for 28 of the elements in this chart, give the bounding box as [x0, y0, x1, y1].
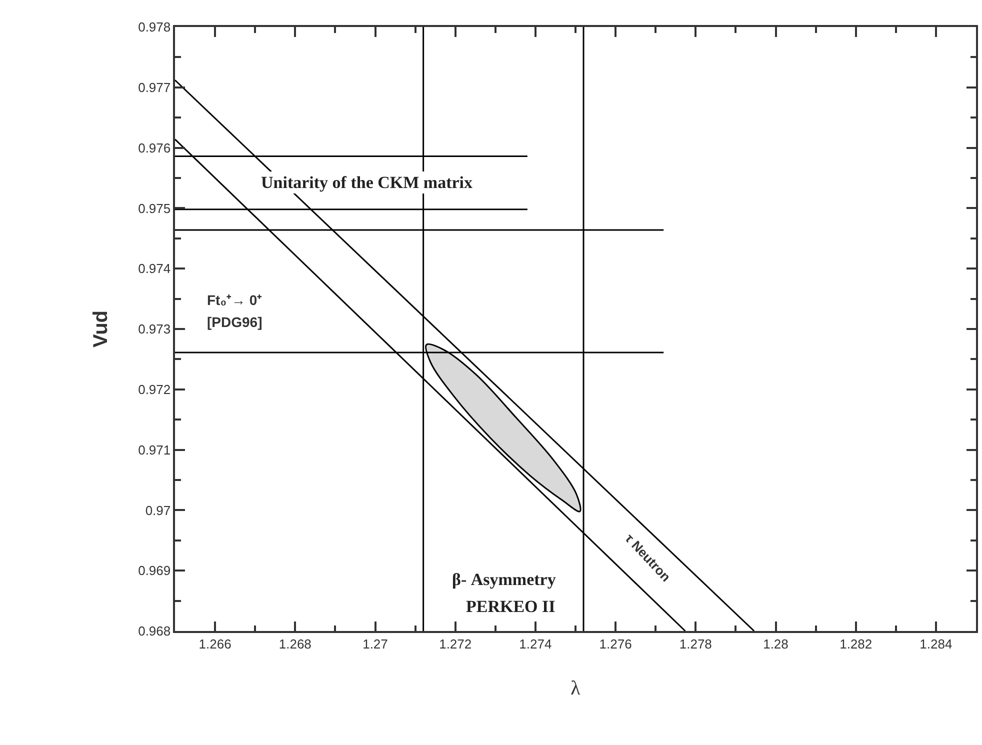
- y-tick-label: 0.969: [138, 563, 171, 578]
- y-axis-title: Vud: [90, 310, 112, 348]
- annotation: PERKEO II: [466, 597, 556, 616]
- y-tick-label: 0.977: [138, 80, 171, 95]
- y-tick-label: 0.974: [138, 261, 171, 276]
- x-tick-label: 1.272: [439, 636, 472, 652]
- y-tick-label: 0.968: [138, 624, 171, 639]
- annotation: Unitarity of the CKM matrix: [261, 173, 474, 192]
- annotation: [PDG96]: [207, 314, 262, 330]
- x-tick-label: 1.276: [599, 636, 632, 652]
- annotation: β- Asymmetry: [452, 570, 556, 589]
- annotation: Ft₀⁺→ 0⁺: [207, 292, 262, 308]
- x-tick-label: 1.284: [920, 636, 952, 652]
- x-tick-label: 1.274: [519, 636, 552, 652]
- y-tick-label: 0.97: [145, 502, 171, 518]
- y-tick-label: 0.972: [138, 382, 171, 397]
- x-tick-label: 1.28: [763, 636, 788, 652]
- y-tick-label: 0.971: [138, 442, 171, 458]
- y-tick-label: 0.976: [138, 140, 171, 156]
- y-tick-label: 0.973: [138, 322, 171, 337]
- x-tick-label: 1.266: [198, 636, 232, 652]
- y-tick-label: 0.978: [138, 20, 171, 35]
- x-tick-label: 1.268: [278, 636, 312, 652]
- x-axis-title: λ: [570, 677, 581, 700]
- y-tick-label: 0.975: [138, 200, 171, 216]
- x-tick-label: 1.282: [840, 636, 872, 652]
- x-tick-label: 1.278: [679, 636, 712, 652]
- x-tick-label: 1.27: [362, 636, 388, 652]
